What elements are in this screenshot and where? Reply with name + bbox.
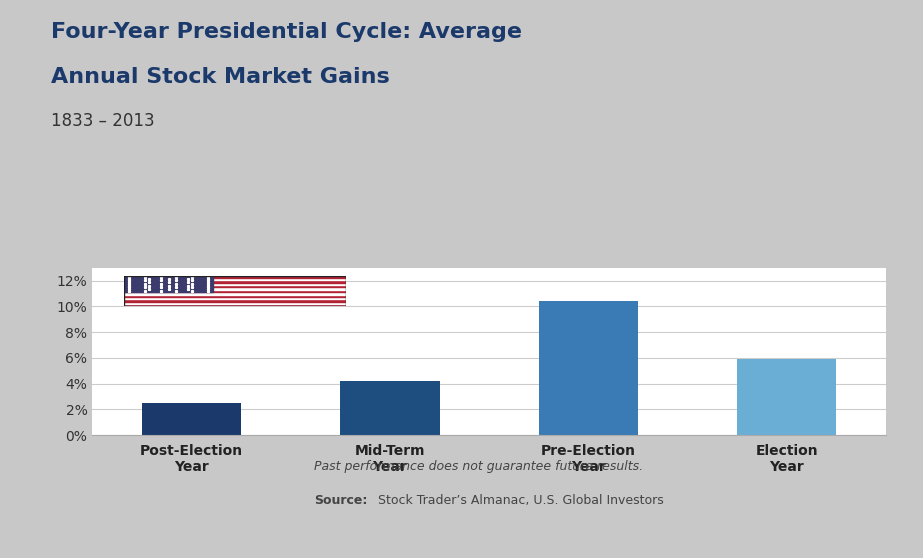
Bar (142, 403, 241, 435)
Text: Past performance does not guarantee future results.: Past performance does not guarantee futu… (314, 460, 643, 473)
Text: Four-Year Presidential Cycle: Average: Four-Year Presidential Cycle: Average (51, 22, 521, 42)
Bar (539, 301, 638, 435)
Text: Stock Trader’s Almanac, U.S. Global Investors: Stock Trader’s Almanac, U.S. Global Inve… (374, 494, 664, 507)
Bar (737, 359, 836, 435)
Text: Source:: Source: (314, 494, 367, 507)
Text: Annual Stock Market Gains: Annual Stock Market Gains (51, 67, 390, 87)
Bar (341, 381, 439, 435)
Text: 1833 – 2013: 1833 – 2013 (51, 112, 154, 129)
